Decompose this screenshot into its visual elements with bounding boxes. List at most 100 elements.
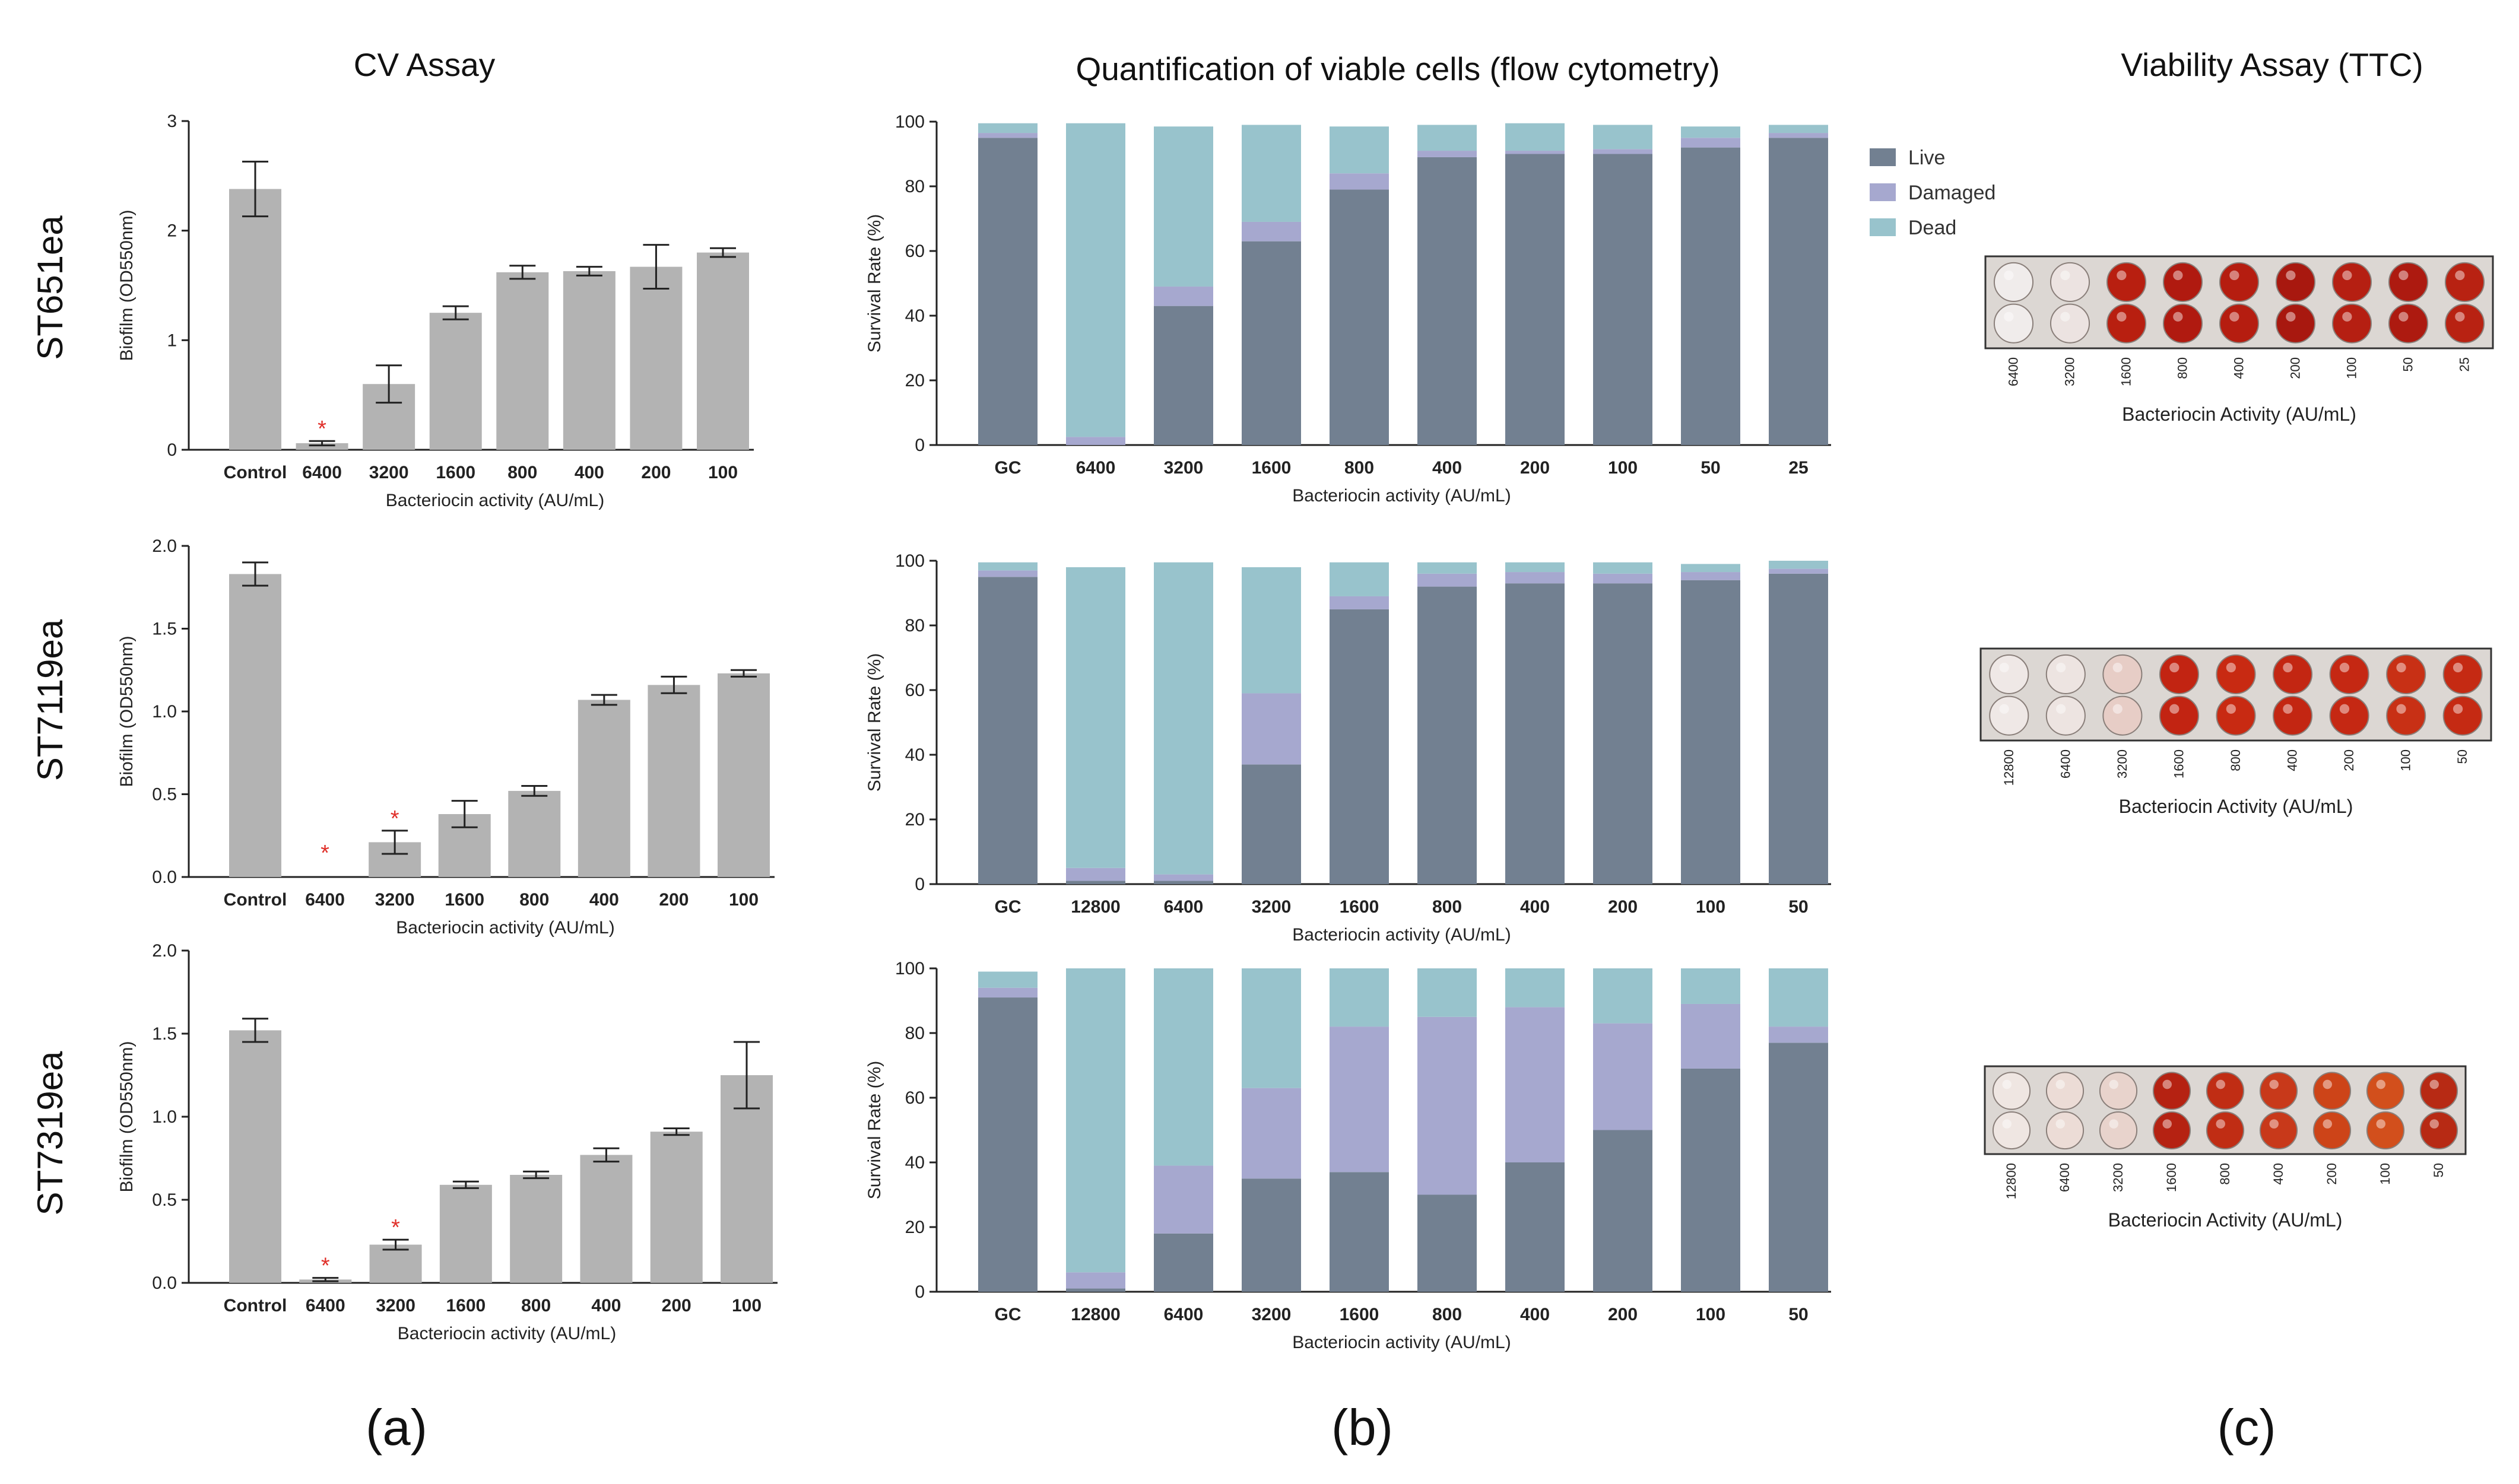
plate-activity-label: 400: [2232, 357, 2247, 379]
plate-well-highlight: [2455, 270, 2465, 281]
flow-category-label: 800: [1432, 897, 1462, 917]
plate-activity-label: 800: [2228, 749, 2243, 771]
plate-activity-label: 200: [2342, 749, 2356, 771]
plate-well: [2442, 695, 2483, 736]
flow-category-label: 50: [1701, 458, 1720, 478]
plate-well-highlight: [2169, 704, 2179, 714]
flow-category-label: 200: [1520, 458, 1550, 478]
plate-well-highlight: [2269, 1079, 2279, 1089]
plate-well: [2331, 303, 2372, 344]
cv-y-tick-label: 2.0: [152, 941, 177, 961]
plate-well: [2216, 654, 2256, 694]
plate-activity-label: 400: [2271, 1163, 2286, 1185]
plate-well: [2366, 1111, 2405, 1150]
ttc-plate-st7119ea: 12800 6400 3200 1600 800 400 200 100 50 Bacterioc…: [1979, 647, 2492, 817]
plate-well-highlight: [2060, 312, 2070, 322]
plate-well: [2045, 695, 2086, 736]
flow-bar-dead: [1154, 126, 1213, 287]
plate-well: [2388, 262, 2429, 302]
flow-bar-live: [1066, 1288, 1125, 1292]
flow-bar-damaged: [1681, 138, 1740, 148]
flow-category-label: 100: [1696, 1305, 1725, 1324]
flow-bar-dead: [1417, 125, 1477, 151]
flow-category-label: 3200: [1164, 458, 1204, 478]
flow-bar-damaged: [1417, 1016, 1477, 1195]
cv-assay-title: CV Assay: [354, 46, 496, 83]
plate-well-highlight: [2060, 270, 2070, 281]
plate-well-highlight: [2055, 1119, 2065, 1129]
cv-category-label: 6400: [305, 890, 345, 910]
cv-category-label: 1600: [446, 1296, 486, 1315]
plate-activity-label: 12800: [2001, 749, 2016, 786]
flow-bar-dead: [1066, 968, 1125, 1273]
plate-well: [2099, 1111, 2138, 1150]
significance-star: *: [318, 417, 326, 441]
strain-label-st7119ea: ST7119ea: [30, 619, 70, 781]
plate-well-highlight: [2173, 270, 2183, 281]
significance-star: *: [321, 841, 329, 866]
flow-bar-live: [1330, 189, 1389, 445]
plate-well: [2162, 262, 2203, 302]
cv-category-label: Control: [224, 890, 287, 910]
cv-category-label: 1600: [445, 890, 484, 910]
flow-bar-dead: [1242, 567, 1301, 694]
flow-category-label: 200: [1608, 1305, 1638, 1324]
flow-bar-damaged: [1505, 572, 1565, 584]
strain-label-st651ea: ST651ea: [30, 215, 70, 360]
cv-bar: [510, 1175, 563, 1283]
plate-well: [2366, 1072, 2405, 1110]
ttc-plate-st651ea: 6400 3200 1600 800 400 200 100 50 25 Bacteriocin …: [1984, 255, 2494, 425]
plate-well-highlight: [2286, 270, 2296, 281]
cv-category-label: 800: [521, 1296, 551, 1315]
flow-y-tick-label: 20: [905, 810, 925, 830]
plate-well: [2102, 695, 2143, 736]
flow-bar-dead: [1505, 968, 1565, 1008]
cv-bar: [229, 189, 281, 450]
flow-category-label: 400: [1520, 1305, 1550, 1324]
flow-bar-damaged: [978, 133, 1038, 138]
plate-well-highlight: [2229, 270, 2239, 281]
cv-bar: [429, 313, 482, 450]
flow-bar-live: [1154, 1233, 1213, 1292]
cv-category-label: 100: [729, 890, 759, 910]
cv-category-label: 3200: [369, 463, 409, 482]
flow-bar-live: [1593, 154, 1652, 445]
flow-y-tick-label: 100: [895, 112, 925, 132]
significance-star: *: [321, 1254, 330, 1279]
flow-bar-live: [1066, 881, 1125, 884]
cv-category-label: 3200: [375, 890, 415, 910]
flow-chart-st651ea: 0 20 40 60 80 100 Survival Rate (%) GC 6400 3200 1…: [865, 112, 1831, 506]
flow-bar-dead: [1066, 567, 1125, 868]
plate-well-highlight: [2002, 1079, 2012, 1089]
flow-y-tick-label: 80: [905, 177, 925, 196]
cv-bar: [369, 1244, 422, 1283]
plate-activity-label: 3200: [2063, 357, 2077, 386]
plate-well: [2312, 1111, 2352, 1150]
flow-bar-damaged: [978, 570, 1038, 577]
flow-bar-dead: [1593, 968, 1652, 1024]
flow-category-label: 12800: [1071, 897, 1120, 917]
cv-category-label: 6400: [306, 1296, 345, 1315]
plate-well-highlight: [2399, 312, 2409, 322]
ttc-assay-title: Viability Assay (TTC): [2121, 46, 2423, 83]
flow-category-label: GC: [995, 458, 1021, 478]
flow-bar-live: [978, 138, 1038, 445]
flow-bar-dead: [1242, 968, 1301, 1088]
flow-y-axis-label: Survival Rate (%): [865, 214, 884, 352]
flow-bar-damaged: [1593, 573, 1652, 584]
flow-y-tick-label: 100: [895, 959, 925, 978]
plate-activity-label: 3200: [2115, 749, 2130, 778]
cv-bar: [697, 252, 749, 450]
cv-category-label: 200: [662, 1296, 691, 1315]
plate-well-highlight: [1999, 704, 2009, 714]
cv-bar: [578, 700, 630, 877]
flow-bar-dead: [1330, 968, 1389, 1027]
cv-y-tick-label: 1.5: [152, 619, 177, 639]
plate-x-axis-label: Bacteriocin Activity (AU/mL): [2108, 1209, 2343, 1231]
flow-bar-damaged: [1769, 1027, 1828, 1043]
flow-bar-live: [1154, 881, 1213, 884]
flow-category-label: 1600: [1340, 897, 1379, 917]
cv-category-label: 400: [591, 1296, 621, 1315]
cv-y-tick-label: 0.5: [152, 785, 177, 805]
flow-bar-live: [1681, 147, 1740, 445]
